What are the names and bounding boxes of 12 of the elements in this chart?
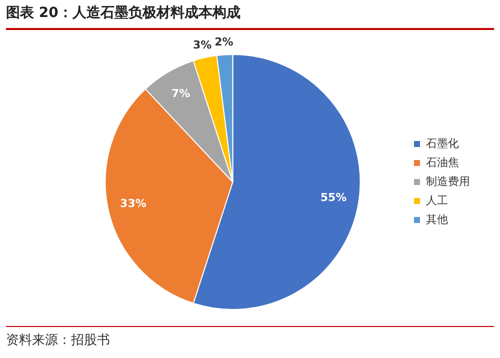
text: 资料来源：招股书 — [6, 326, 494, 349]
legend-label: 石油焦 — [426, 156, 459, 169]
data-label: 33% — [120, 197, 146, 210]
data-label: 2% — [214, 36, 234, 49]
data-label: 3% — [192, 38, 212, 52]
legend-label: 其他 — [426, 212, 448, 226]
legend-label: 制造费用 — [426, 174, 470, 188]
data-label: 7% — [171, 87, 190, 100]
legend-label: 石墨化 — [426, 136, 459, 150]
chart-title: 图表 20：人造石墨负极材料成本构成 — [6, 4, 494, 30]
data-label: 55% — [320, 190, 347, 204]
legend-label: 人工 — [426, 194, 448, 207]
